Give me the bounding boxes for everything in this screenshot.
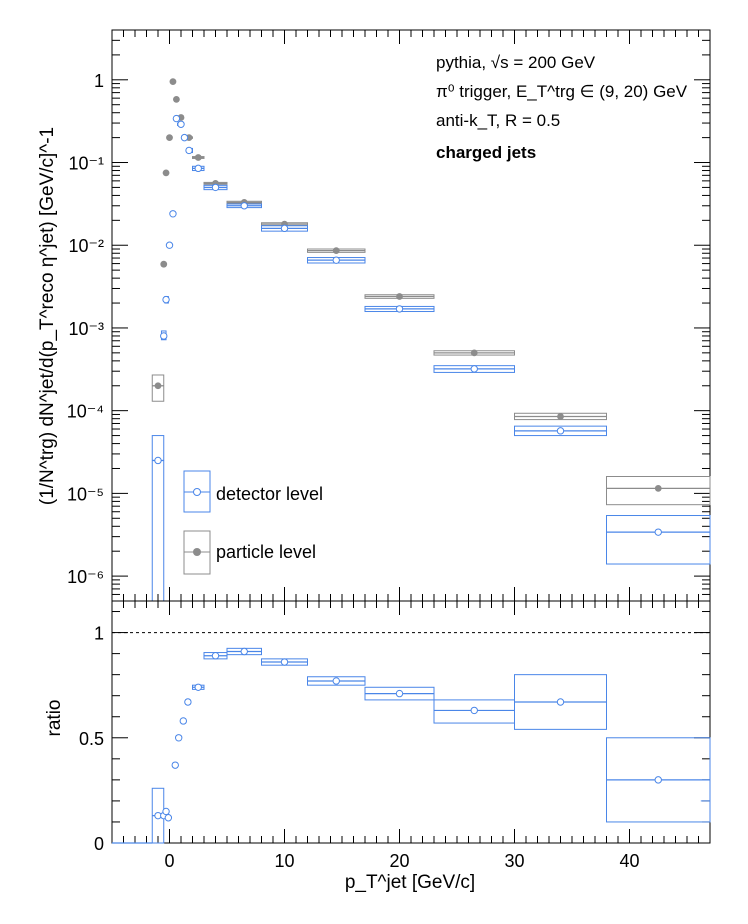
detector-point — [169, 210, 177, 218]
ratio-point — [184, 698, 192, 706]
detector-point — [240, 202, 248, 210]
annotation-algorithm: anti-k_T, R = 0.5 — [436, 111, 560, 130]
ratio-y-tick-label: 0.5 — [79, 729, 104, 749]
legend-particle-marker — [193, 548, 201, 556]
ratio-point — [175, 734, 183, 742]
spectrum-y-tick-label: 10⁻² — [68, 236, 104, 256]
ratio-point — [162, 807, 170, 816]
spectrum-axes: 1 10⁻¹ 10⁻² 10⁻³ 10⁻⁴ 10⁻⁵ 10⁻⁶ — [67, 29, 710, 602]
ratio-marks — [112, 647, 711, 844]
detector-point — [172, 114, 181, 123]
detector-point — [160, 332, 168, 340]
particle-point — [470, 349, 478, 357]
detector-point — [332, 256, 340, 264]
ratio-point — [332, 677, 340, 685]
particle-point — [169, 78, 177, 86]
legend-particle-label: particle level — [216, 542, 316, 562]
particle-point — [160, 260, 168, 268]
ratio-point — [654, 776, 662, 784]
particle-point — [173, 95, 180, 103]
x-tick-label: 20 — [389, 851, 409, 871]
spectrum-y-tick-label: 10⁻³ — [68, 319, 104, 339]
detector-sys-box — [606, 515, 711, 565]
particle-point — [154, 382, 162, 390]
spectrum-y-tick-label: 10⁻⁶ — [67, 567, 104, 587]
annotation-jet-type: charged jets — [436, 143, 536, 162]
particle-point — [194, 154, 202, 161]
detector-point — [395, 305, 404, 313]
detector-point — [162, 295, 170, 304]
detector-point — [211, 183, 220, 192]
spectrum-y-tick-label: 10⁻⁴ — [67, 402, 104, 422]
ratio-point — [179, 717, 188, 725]
ratio-point — [164, 814, 173, 822]
x-tick-label: 40 — [619, 851, 639, 871]
ratio-point — [556, 698, 565, 706]
particle-sys-box — [151, 374, 165, 402]
legend-detector-label: detector level — [216, 484, 323, 504]
detector-point — [654, 528, 662, 536]
ratio-point — [280, 658, 289, 666]
detector-point — [194, 164, 202, 173]
ratio-y-tick-label: 1 — [94, 624, 104, 644]
detector-point — [280, 224, 289, 233]
ratio-y-axis-title: ratio — [44, 700, 65, 737]
ratio-axes: 0 10 20 30 40 0 0.5 1 — [79, 601, 710, 871]
x-tick-label: 10 — [274, 851, 294, 871]
spectrum-y-axis-title: (1/N^trg) dN^jet/d(p_T^reco η^jet) [GeV/… — [37, 127, 58, 505]
detector-point — [556, 427, 565, 435]
ratio-point — [211, 652, 220, 660]
detector-point — [180, 133, 189, 142]
particle-point — [557, 413, 564, 420]
particle-point — [162, 169, 170, 177]
spectrum-y-tick-label: 1 — [94, 71, 104, 91]
particle-point — [654, 484, 662, 492]
x-tick-label: 30 — [504, 851, 524, 871]
detector-point — [470, 365, 478, 373]
detector-point — [177, 120, 185, 128]
particle-sys-box — [606, 475, 711, 506]
particle-point — [396, 293, 403, 300]
spectrum-y-tick-label: 10⁻¹ — [68, 154, 104, 174]
x-tick-label: 0 — [164, 851, 174, 871]
ratio-plot-frame — [111, 600, 711, 844]
ratio-point — [194, 683, 202, 691]
legend: detector level particle level — [183, 470, 323, 575]
particle-point — [166, 134, 173, 142]
annotation-energy: pythia, √s = 200 GeV — [436, 53, 596, 72]
particle-point — [332, 247, 340, 255]
x-axis-title: p_T^jet [GeV/c] — [345, 872, 475, 893]
detector-point — [165, 241, 174, 249]
detector-point — [185, 146, 193, 155]
ratio-y-tick-label: 0 — [94, 834, 104, 854]
ratio-point — [470, 706, 478, 715]
annotation-trigger: π⁰ trigger, E_T^trg ∈ (9, 20) GeV — [436, 82, 688, 101]
spectrum-marks — [151, 78, 711, 602]
ratio-point — [395, 689, 404, 698]
detector-point — [154, 456, 162, 465]
ratio-point — [171, 761, 179, 769]
ratio-point — [240, 647, 248, 656]
legend-detector-marker — [193, 488, 201, 496]
spectrum-y-tick-label: 10⁻⁵ — [67, 484, 104, 504]
